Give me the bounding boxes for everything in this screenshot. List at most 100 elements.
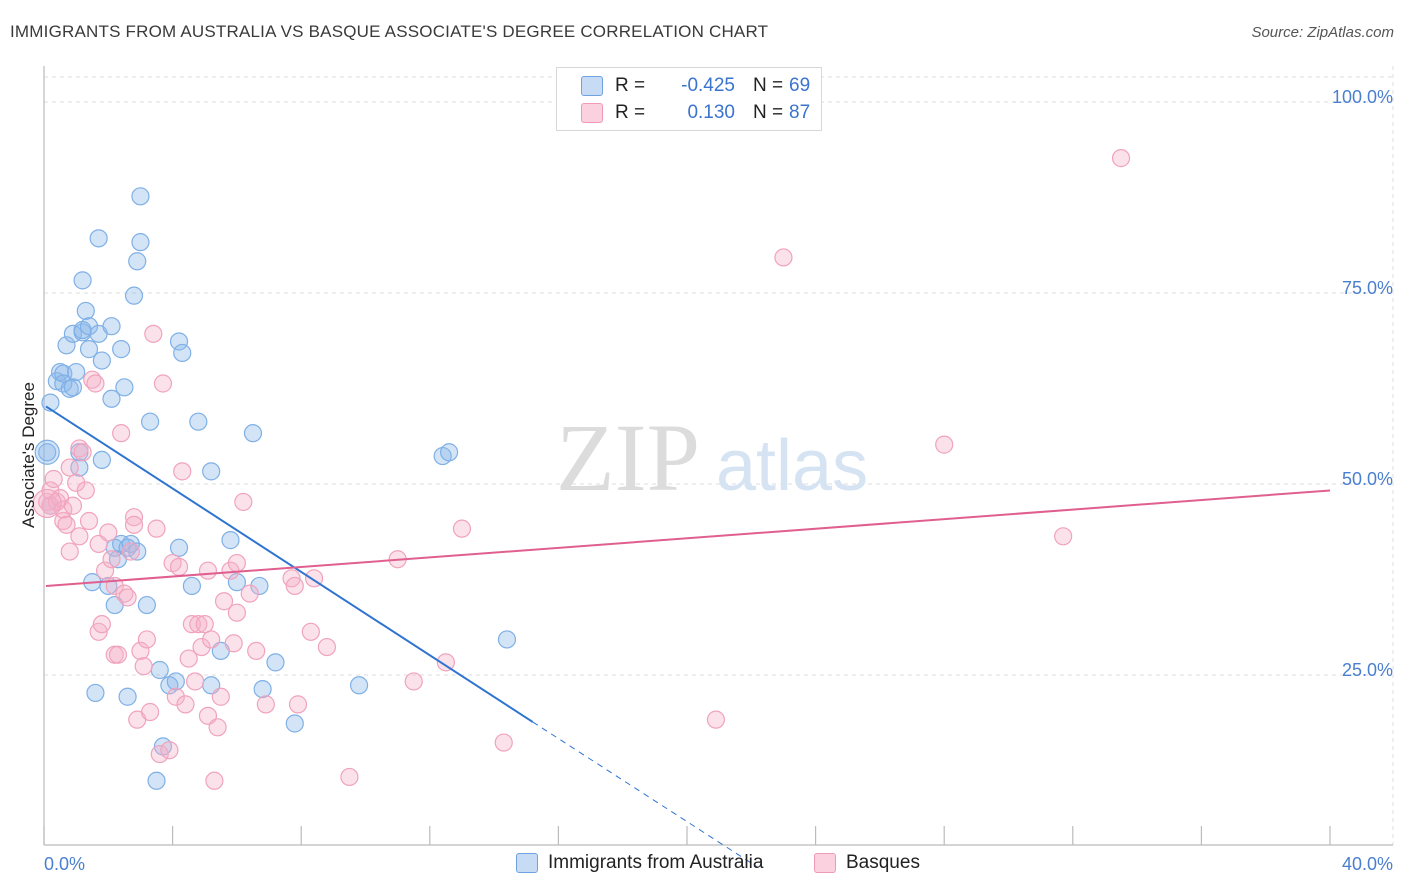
point-basques xyxy=(54,500,73,519)
point-australia xyxy=(86,683,105,703)
point-basques xyxy=(317,637,337,657)
point-basques xyxy=(234,492,253,512)
point-australia xyxy=(76,301,95,321)
point-basques xyxy=(214,592,234,611)
point-basques xyxy=(169,557,189,576)
series-legend: Immigrants from Australia Basques xyxy=(0,852,1406,878)
point-basques xyxy=(176,695,195,714)
series-basques-points xyxy=(32,149,1131,790)
point-australia xyxy=(63,378,83,397)
point-australia xyxy=(497,630,517,649)
point-basques xyxy=(301,622,320,641)
point-basques xyxy=(124,508,144,527)
point-australia xyxy=(150,660,169,680)
axes xyxy=(43,66,1393,846)
point-basques xyxy=(99,523,118,542)
point-australia xyxy=(349,676,369,695)
point-basques xyxy=(67,473,86,492)
point-australia xyxy=(89,229,108,248)
point-australia xyxy=(169,332,189,351)
point-basques xyxy=(102,550,121,569)
point-basques xyxy=(1054,527,1073,546)
point-australia xyxy=(57,336,76,355)
point-basques xyxy=(935,435,954,454)
point-basques xyxy=(124,515,144,534)
point-basques xyxy=(247,641,266,661)
point-australia xyxy=(147,771,166,790)
point-australia xyxy=(112,340,131,359)
series-australia-points xyxy=(34,187,517,790)
point-australia xyxy=(92,351,111,370)
y-tick-label: 25.0% xyxy=(1342,660,1393,680)
point-basques xyxy=(774,248,793,267)
point-basques xyxy=(186,672,205,691)
point-basques xyxy=(198,561,218,580)
point-basques xyxy=(166,687,185,706)
point-basques xyxy=(144,324,163,343)
point-basques xyxy=(227,603,246,622)
point-australia xyxy=(285,714,304,733)
point-basques xyxy=(147,519,166,538)
point-basques xyxy=(173,462,192,481)
point-basques xyxy=(202,630,221,649)
legend-item-basques[interactable]: Basques xyxy=(814,852,920,874)
point-australia xyxy=(221,531,240,550)
legend-n-value: 69 xyxy=(789,75,811,96)
point-australia xyxy=(169,538,189,557)
point-basques xyxy=(92,615,111,634)
legend-r-label: R = xyxy=(615,102,646,123)
source-credit: Source: ZipAtlas.com xyxy=(1251,24,1394,41)
point-basques xyxy=(118,588,137,607)
point-basques xyxy=(73,443,92,462)
point-basques xyxy=(44,469,63,489)
legend-n-label: N = xyxy=(753,75,784,96)
point-australia xyxy=(227,573,246,592)
x-tick-labels: 0.0% 40.0% xyxy=(44,854,1393,874)
point-australia xyxy=(173,343,192,363)
point-australia xyxy=(118,687,137,706)
point-australia xyxy=(121,534,140,554)
point-basques xyxy=(57,515,76,534)
point-basques xyxy=(76,481,95,500)
y-tick-label: 100.0% xyxy=(1332,87,1393,107)
point-basques xyxy=(134,657,153,676)
legend-row-australia: R = -0.425 N = 69 xyxy=(581,73,810,99)
point-basques xyxy=(706,710,726,729)
point-basques xyxy=(121,542,140,561)
y-tick-label: 75.0% xyxy=(1342,278,1393,298)
legend-swatch-blue xyxy=(516,853,538,873)
point-basques xyxy=(189,615,208,634)
legend-label-basques: Basques xyxy=(846,852,920,873)
point-basques xyxy=(404,672,423,691)
point-australia xyxy=(124,286,144,305)
point-basques xyxy=(60,458,79,477)
legend-row-basques: R = 0.130 N = 87 xyxy=(581,100,810,126)
point-australia xyxy=(102,389,121,408)
point-basques xyxy=(227,553,246,573)
point-australia xyxy=(266,653,285,672)
point-basques xyxy=(160,741,179,760)
trend-line-australia xyxy=(45,405,534,723)
y-axis-label: Associate's Degree xyxy=(19,382,38,528)
point-australia xyxy=(92,450,111,469)
point-australia xyxy=(128,252,147,271)
point-australia xyxy=(189,412,208,431)
point-basques-large xyxy=(32,488,62,519)
point-australia xyxy=(137,595,156,615)
point-basques xyxy=(140,702,160,722)
x-tick-min: 0.0% xyxy=(44,854,85,874)
point-australia xyxy=(128,542,147,561)
watermark-zip: ZIP xyxy=(556,404,700,511)
point-australia xyxy=(131,233,150,252)
legend-swatch-pink xyxy=(814,853,836,873)
y-tick-label: 50.0% xyxy=(1342,469,1393,489)
legend-r-value: 0.130 xyxy=(687,102,735,123)
legend-r-value: -0.425 xyxy=(681,75,735,96)
legend-item-australia[interactable]: Immigrants from Australia xyxy=(516,852,763,874)
chart-title: IMMIGRANTS FROM AUSTRALIA VS BASQUE ASSO… xyxy=(10,22,769,41)
point-basques xyxy=(112,424,131,443)
point-australia xyxy=(439,443,459,462)
point-australia xyxy=(131,187,150,206)
point-basques xyxy=(340,767,359,787)
